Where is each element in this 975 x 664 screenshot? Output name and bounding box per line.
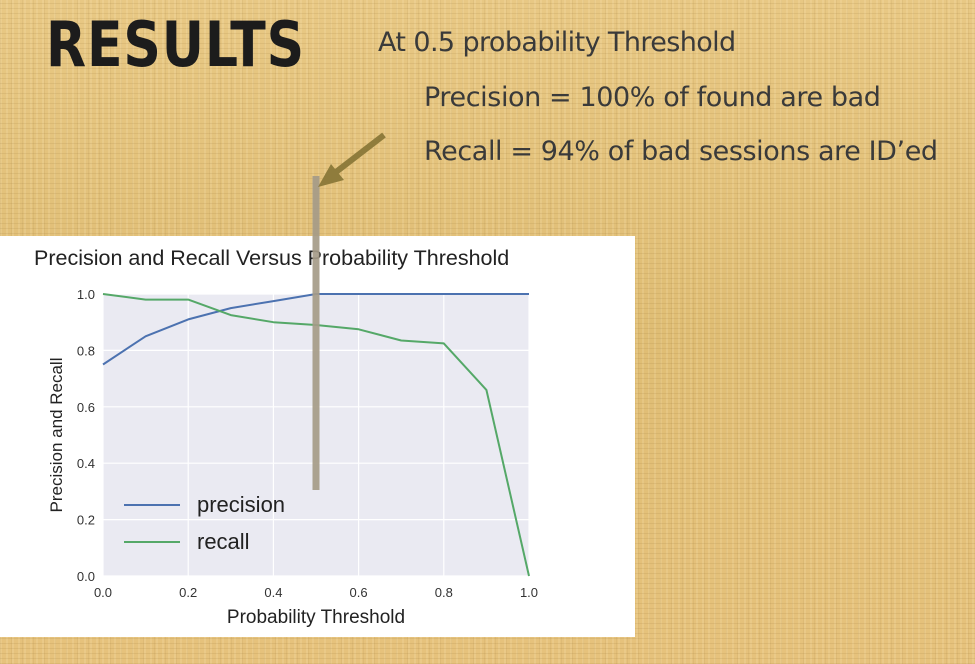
- y-tick-label: 0.0: [77, 569, 95, 584]
- y-tick-label: 1.0: [77, 287, 95, 302]
- precision-line: Precision = 100% of found are bad: [424, 82, 881, 113]
- x-tick-label: 0.8: [435, 585, 453, 600]
- chart-title: Precision and Recall Versus Probability …: [34, 246, 509, 270]
- legend: precision recall: [124, 492, 285, 554]
- slide-title: RESULTS: [46, 8, 305, 81]
- y-tick-label: 0.6: [77, 400, 95, 415]
- x-tick-label: 0.6: [350, 585, 368, 600]
- x-tick-label: 0.2: [179, 585, 197, 600]
- threshold-line: At 0.5 probability Threshold: [378, 27, 736, 58]
- precision-legend-label: precision: [197, 492, 285, 517]
- y-tick-label: 0.2: [77, 513, 95, 528]
- x-tick-label: 0.0: [94, 585, 112, 600]
- arrow-head-icon: [318, 164, 344, 187]
- precision-recall-chart: 0.0 0.2 0.4 0.6 0.8 1.0 0.0 0.2 0.4 0.6 0.8 1.0 Pre…: [34, 246, 538, 628]
- arrow-shaft: [334, 132, 386, 175]
- tick-labels: 0.0 0.2 0.4 0.6 0.8 1.0 0.0 0.2 0.4 0.6 0.8 1.0: [77, 287, 538, 600]
- y-axis-label: Precision and Recall: [47, 358, 66, 513]
- x-tick-label: 0.4: [264, 585, 282, 600]
- x-axis-label: Probability Threshold: [227, 607, 405, 628]
- recall-line: Recall = 94% of bad sessions are ID’ed: [424, 136, 938, 167]
- y-tick-label: 0.4: [77, 456, 95, 471]
- recall-legend-label: recall: [197, 529, 250, 554]
- plot-area: [103, 294, 529, 576]
- y-tick-label: 0.8: [77, 343, 95, 358]
- chart-panel: 0.0 0.2 0.4 0.6 0.8 1.0 0.0 0.2 0.4 0.6 0.8 1.0 Pre…: [0, 236, 635, 637]
- x-tick-label: 1.0: [520, 585, 538, 600]
